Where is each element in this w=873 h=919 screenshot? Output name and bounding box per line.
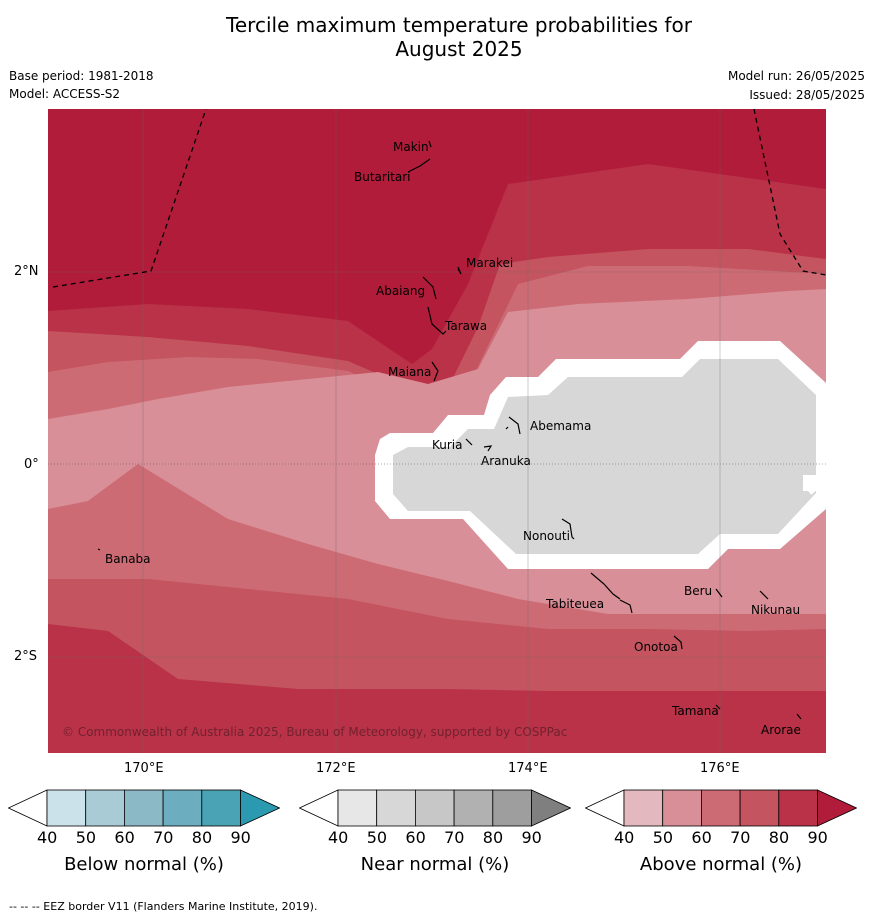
colorbar-tick-label: 40 <box>328 828 349 847</box>
colorbar-segment <box>778 789 818 827</box>
issued-text: Issued: 28/05/2025 <box>749 88 865 102</box>
label-abaiang: Abaiang <box>376 284 425 298</box>
colorbar-extend-low <box>8 789 48 827</box>
lat-tick-0: 0° <box>24 457 39 472</box>
colorbar-tick-label: 90 <box>807 828 828 847</box>
colorbar-tick-label: 50 <box>366 828 388 847</box>
colorbar-tick-label: 60 <box>405 828 426 847</box>
lat-tick-2s: 2°S <box>14 649 38 664</box>
near-normal-label: Near normal (%) <box>360 854 510 875</box>
colorbar-segment <box>376 789 416 827</box>
eez-border-left <box>52 109 207 288</box>
label-abemama: Abemama <box>530 419 591 433</box>
colorbar-segment <box>662 789 702 827</box>
colorbar-extend-high <box>817 789 857 827</box>
label-onotoa: Onotoa <box>634 640 678 654</box>
probability-map: Makin Butaritari Marakei Abaiang Tarawa … <box>48 109 826 753</box>
label-tamana: Tamana <box>671 704 719 718</box>
label-maiana: Maiana <box>388 365 431 379</box>
colorbar-tick-label: 60 <box>691 828 712 847</box>
base-period-text: Base period: 1981-2018 <box>9 69 154 83</box>
colorbar-segment <box>453 789 494 827</box>
colorbar-tick-label: 80 <box>482 828 504 847</box>
map-title-line2: August 2025 <box>395 37 523 61</box>
colorbar-extend-high <box>531 789 571 827</box>
colorbar-above <box>585 789 857 827</box>
colorbar-tick-label: 70 <box>444 828 465 847</box>
colorbar-segment <box>124 789 164 827</box>
label-beru: Beru <box>684 584 712 598</box>
below-normal-label: Below normal (%) <box>64 854 224 875</box>
label-nikunau: Nikunau <box>751 603 800 617</box>
colorbar-segment <box>492 789 532 827</box>
lon-tick-176e: 176°E <box>700 761 740 776</box>
lon-tick-170e: 170°E <box>124 761 164 776</box>
model-run-text: Model run: 26/05/2025 <box>727 69 865 83</box>
label-tabiteuea: Tabiteuea <box>545 597 604 611</box>
colorbar-extend-low <box>585 789 625 827</box>
label-tarawa: Tarawa <box>444 319 487 333</box>
colorbar-tick-label: 70 <box>730 828 751 847</box>
colorbar-below <box>8 789 280 827</box>
colorbar-segment <box>739 789 780 827</box>
near-normal-zone <box>393 359 816 554</box>
lon-tick-174e: 174°E <box>508 761 548 776</box>
graticule <box>48 109 826 753</box>
colorbar-near <box>299 789 571 827</box>
colorbar-tick-label: 40 <box>37 828 58 847</box>
label-nonouti: Nonouti <box>523 529 570 543</box>
colorbar-tick-label: 90 <box>521 828 542 847</box>
label-kuria: Kuria <box>432 438 463 452</box>
colorbar-segment <box>85 789 125 827</box>
colorbar-segment <box>415 789 455 827</box>
eez-footnote: -- -- -- EEZ border V11 (Flanders Marine… <box>9 900 318 913</box>
colorbar-segment <box>701 789 741 827</box>
colorbar-segment <box>46 789 87 827</box>
colorbar-tick-label: 50 <box>75 828 97 847</box>
band-80-south <box>48 624 826 753</box>
colorbar-tick-label: 60 <box>114 828 135 847</box>
label-aranuka: Aranuka <box>481 454 531 468</box>
place-labels: Makin Butaritari Marakei Abaiang Tarawa … <box>105 140 801 737</box>
label-banaba: Banaba <box>105 552 151 566</box>
label-butaritari: Butaritari <box>354 170 411 184</box>
right-edge-detail <box>804 471 826 495</box>
label-makin: Makin <box>393 140 429 154</box>
copyright-text: © Commonwealth of Australia 2025, Bureau… <box>62 725 567 739</box>
colorbar-segment <box>162 789 203 827</box>
colorbar-segment <box>201 789 241 827</box>
label-marakei: Marakei <box>466 256 513 270</box>
eez-border-right <box>753 109 826 276</box>
colorbar-tick-label: 90 <box>230 828 251 847</box>
colorbar-tick-label: 50 <box>652 828 674 847</box>
model-text: Model: ACCESS-S2 <box>9 87 121 101</box>
label-arorae: Arorae <box>761 723 801 737</box>
colorbar-tick-label: 80 <box>768 828 790 847</box>
above-normal-label: Above normal (%) <box>639 854 803 875</box>
lon-tick-172e: 172°E <box>316 761 356 776</box>
colorbar-tick-label: 40 <box>614 828 635 847</box>
island-outlines <box>97 140 802 720</box>
colorbar-segment <box>623 789 664 827</box>
colorbar-extend-low <box>299 789 339 827</box>
colorbar-segment <box>337 789 378 827</box>
colorbar-tick-label: 70 <box>153 828 174 847</box>
colorbar-tick-label: 80 <box>191 828 213 847</box>
map-title-line1: Tercile maximum temperature probabilitie… <box>226 13 692 37</box>
lat-tick-2n: 2°N <box>14 264 39 279</box>
colorbar-extend-high <box>240 789 280 827</box>
